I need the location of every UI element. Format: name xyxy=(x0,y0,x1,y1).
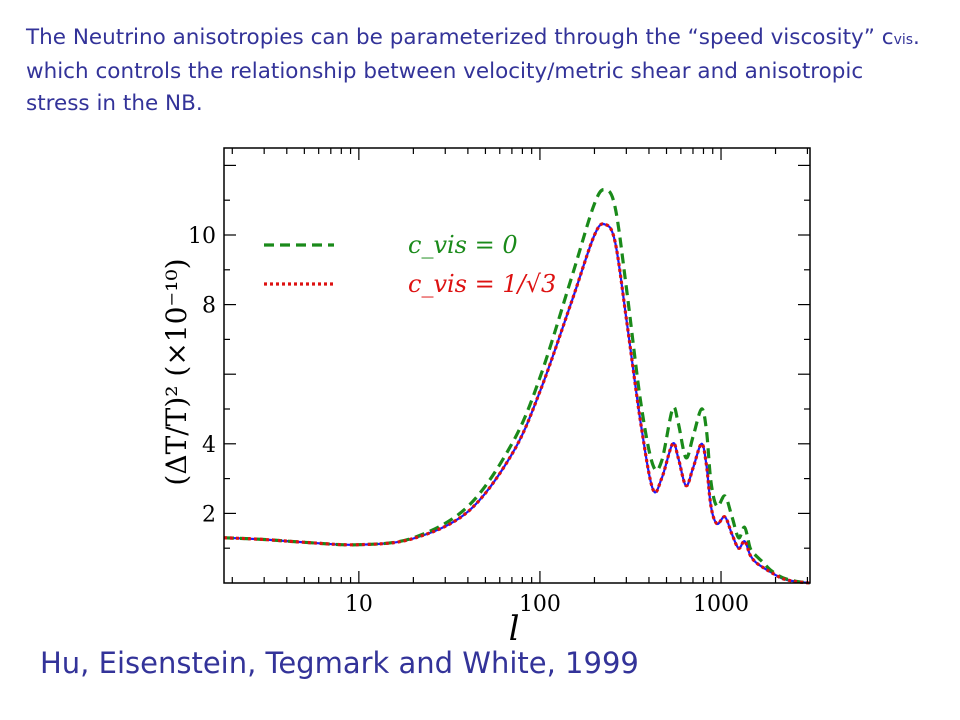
y-axis-label: (ΔT/T)² (×10⁻¹⁰) xyxy=(160,258,193,485)
series-line-cvis-0 xyxy=(223,188,811,585)
y-tick-label: 10 xyxy=(188,224,216,249)
x-tick-label: 1000 xyxy=(693,592,749,617)
y-tick-label: 4 xyxy=(202,433,216,458)
x-tick-label: 10 xyxy=(345,592,373,617)
legend-label: c_vis = 0 xyxy=(408,231,518,259)
intro-part1: The Neutrino anisotropies can be paramet… xyxy=(26,25,894,50)
y-tick-label: 8 xyxy=(202,294,216,319)
citation-credit: Hu, Eisenstein, Tegmark and White, 1999 xyxy=(40,646,639,680)
series-line-cvis-1-sqrt3 xyxy=(223,222,811,585)
plot-frame xyxy=(223,147,811,584)
x-axis-label: l xyxy=(509,609,520,649)
legend-label: c_vis = 1/√3 xyxy=(408,270,556,298)
intro-text: The Neutrino anisotropies can be paramet… xyxy=(26,22,926,120)
intro-subscript: vis xyxy=(893,32,914,48)
y-tick-label: 2 xyxy=(202,502,216,527)
x-tick-label: 100 xyxy=(519,592,561,617)
intro-part2: . which controls the relationship betwee… xyxy=(26,25,920,116)
